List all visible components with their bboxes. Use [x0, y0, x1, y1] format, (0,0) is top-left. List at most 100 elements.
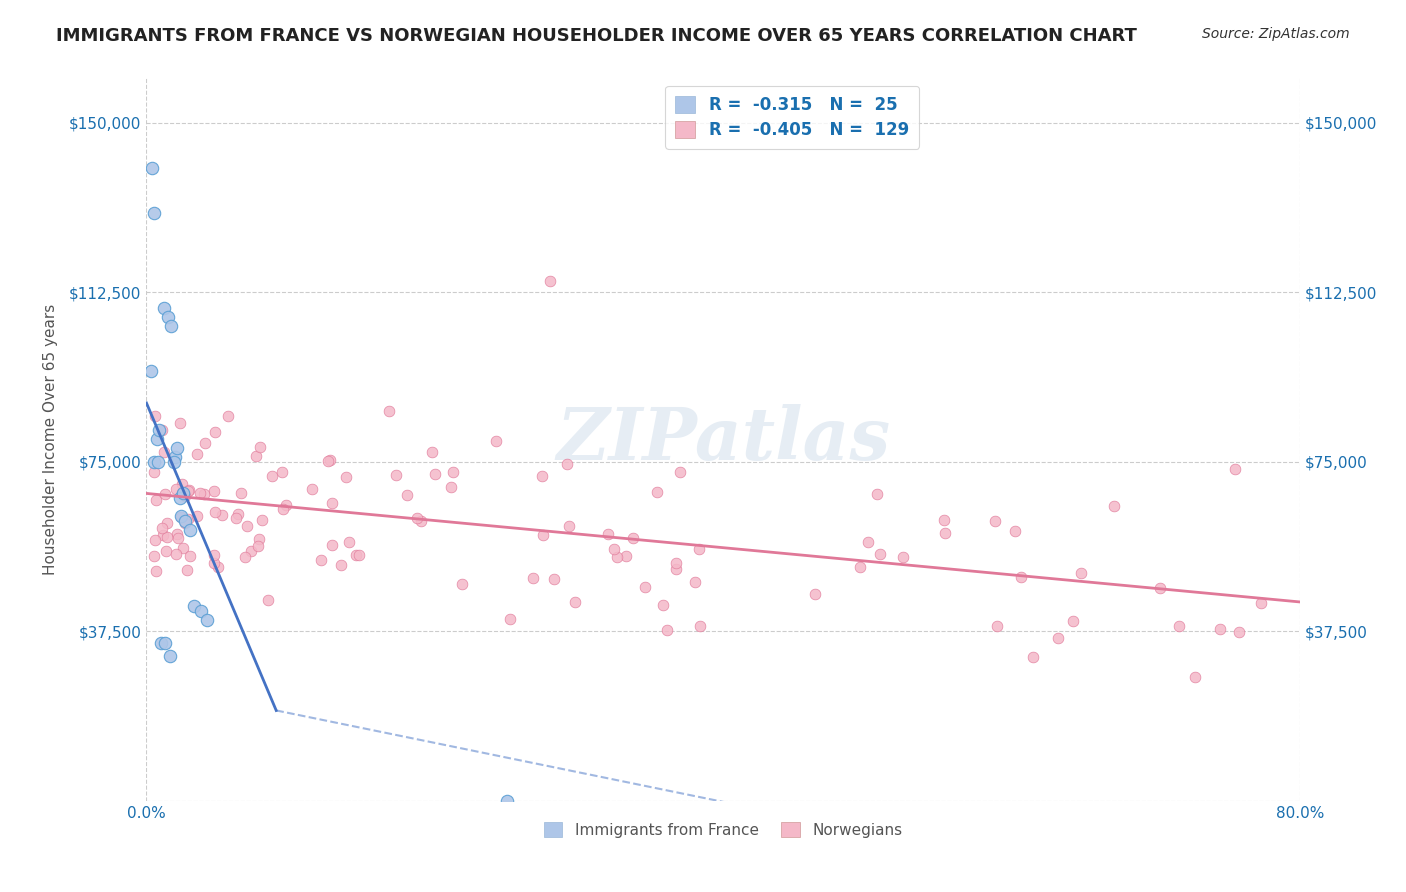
Point [250, 513, 273, 527]
Point [165, 482, 187, 496]
Point [634, 580, 657, 594]
Point [1149, 581, 1171, 595]
Point [143, 533, 166, 547]
Point [441, 465, 464, 479]
Point [522, 570, 544, 584]
Point [190, 604, 212, 618]
Point [247, 539, 270, 553]
Point [495, 794, 517, 808]
Point [330, 558, 353, 572]
Point [170, 509, 193, 524]
Point [1227, 624, 1250, 639]
Point [229, 486, 252, 500]
Point [869, 547, 891, 561]
Point [204, 505, 226, 519]
Point [311, 552, 333, 566]
Point [1223, 461, 1246, 475]
Point [183, 599, 205, 614]
Point [866, 487, 889, 501]
Point [239, 543, 262, 558]
Point [245, 449, 267, 463]
Point [1047, 631, 1070, 645]
Point [143, 465, 166, 479]
Point [177, 512, 200, 526]
Point [176, 563, 198, 577]
Point [173, 516, 195, 531]
Point [179, 523, 201, 537]
Point [385, 467, 408, 482]
Point [321, 496, 343, 510]
Point [652, 598, 675, 612]
Point [396, 488, 419, 502]
Point [689, 619, 711, 633]
Y-axis label: Householder Income Over 65 years: Householder Income Over 65 years [44, 303, 58, 574]
Point [598, 526, 620, 541]
Point [260, 469, 283, 483]
Point [194, 435, 217, 450]
Point [688, 542, 710, 557]
Point [614, 549, 637, 564]
Point [156, 516, 179, 530]
Point [849, 559, 872, 574]
Point [204, 425, 226, 439]
Point [169, 510, 191, 524]
Point [155, 544, 177, 558]
Point [335, 470, 357, 484]
Point [316, 454, 339, 468]
Point [804, 587, 827, 601]
Point [142, 206, 165, 220]
Point [145, 493, 167, 508]
Point [1022, 650, 1045, 665]
Point [143, 549, 166, 564]
Point [186, 508, 208, 523]
Point [165, 450, 187, 465]
Point [606, 550, 628, 565]
Point [146, 455, 169, 469]
Point [148, 423, 170, 437]
Point [564, 595, 586, 609]
Point [1004, 524, 1026, 538]
Point [271, 465, 294, 479]
Point [152, 527, 174, 541]
Point [141, 161, 163, 175]
Point [1070, 566, 1092, 580]
Point [204, 556, 226, 570]
Point [159, 649, 181, 664]
Point [319, 452, 342, 467]
Point [170, 486, 193, 500]
Point [276, 498, 298, 512]
Point [411, 515, 433, 529]
Point [226, 507, 249, 521]
Point [202, 549, 225, 563]
Point [256, 593, 278, 607]
Point [145, 564, 167, 578]
Point [934, 525, 956, 540]
Point [645, 485, 668, 500]
Point [169, 416, 191, 430]
Point [451, 577, 474, 591]
Point [172, 486, 194, 500]
Point [621, 532, 644, 546]
Point [531, 528, 554, 542]
Point [167, 531, 190, 545]
Point [934, 513, 956, 527]
Point [271, 501, 294, 516]
Point [485, 434, 508, 448]
Point [669, 465, 692, 479]
Point [143, 409, 166, 423]
Point [423, 467, 446, 482]
Point [174, 514, 197, 528]
Point [207, 559, 229, 574]
Point [236, 518, 259, 533]
Point [139, 364, 162, 378]
Point [665, 562, 688, 576]
Point [499, 612, 522, 626]
Point [166, 441, 188, 455]
Point [986, 619, 1008, 633]
Point [170, 477, 193, 491]
Point [142, 455, 165, 469]
Point [186, 446, 208, 460]
Point [177, 484, 200, 499]
Point [321, 538, 343, 552]
Point [555, 457, 578, 471]
